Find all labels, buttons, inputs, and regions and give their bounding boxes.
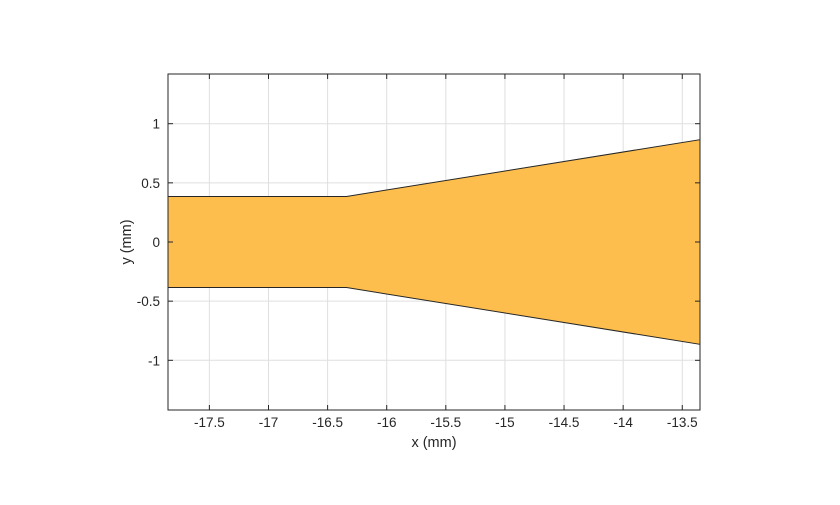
- x-tick-label: -15: [495, 415, 515, 430]
- x-tick-label: -14: [613, 415, 633, 430]
- y-tick-label: 0: [152, 235, 160, 250]
- x-axis-label: x (mm): [411, 435, 456, 451]
- y-tick-label: 1: [152, 117, 160, 132]
- x-tick-label: -17.5: [194, 415, 225, 430]
- x-tick-label: -15.5: [430, 415, 461, 430]
- plot-area: [167, 73, 701, 411]
- x-tick-label: -16.5: [312, 415, 343, 430]
- y-tick-label: -1: [148, 353, 160, 368]
- labels: -17.5 -17 -16.5 -16 -15.5 -15 -14.5 -14 -13.5 -1 -…: [137, 117, 698, 430]
- x-tick-label: -17: [259, 415, 279, 430]
- ticks: [168, 74, 700, 410]
- x-tick-label: -16: [377, 415, 397, 430]
- y-tick-label: -0.5: [137, 294, 160, 309]
- x-tick-label: -14.5: [549, 415, 580, 430]
- x-tick-label: -13.5: [667, 415, 698, 430]
- y-tick-label: 0.5: [141, 176, 160, 191]
- y-axis-label: y (mm): [119, 219, 135, 264]
